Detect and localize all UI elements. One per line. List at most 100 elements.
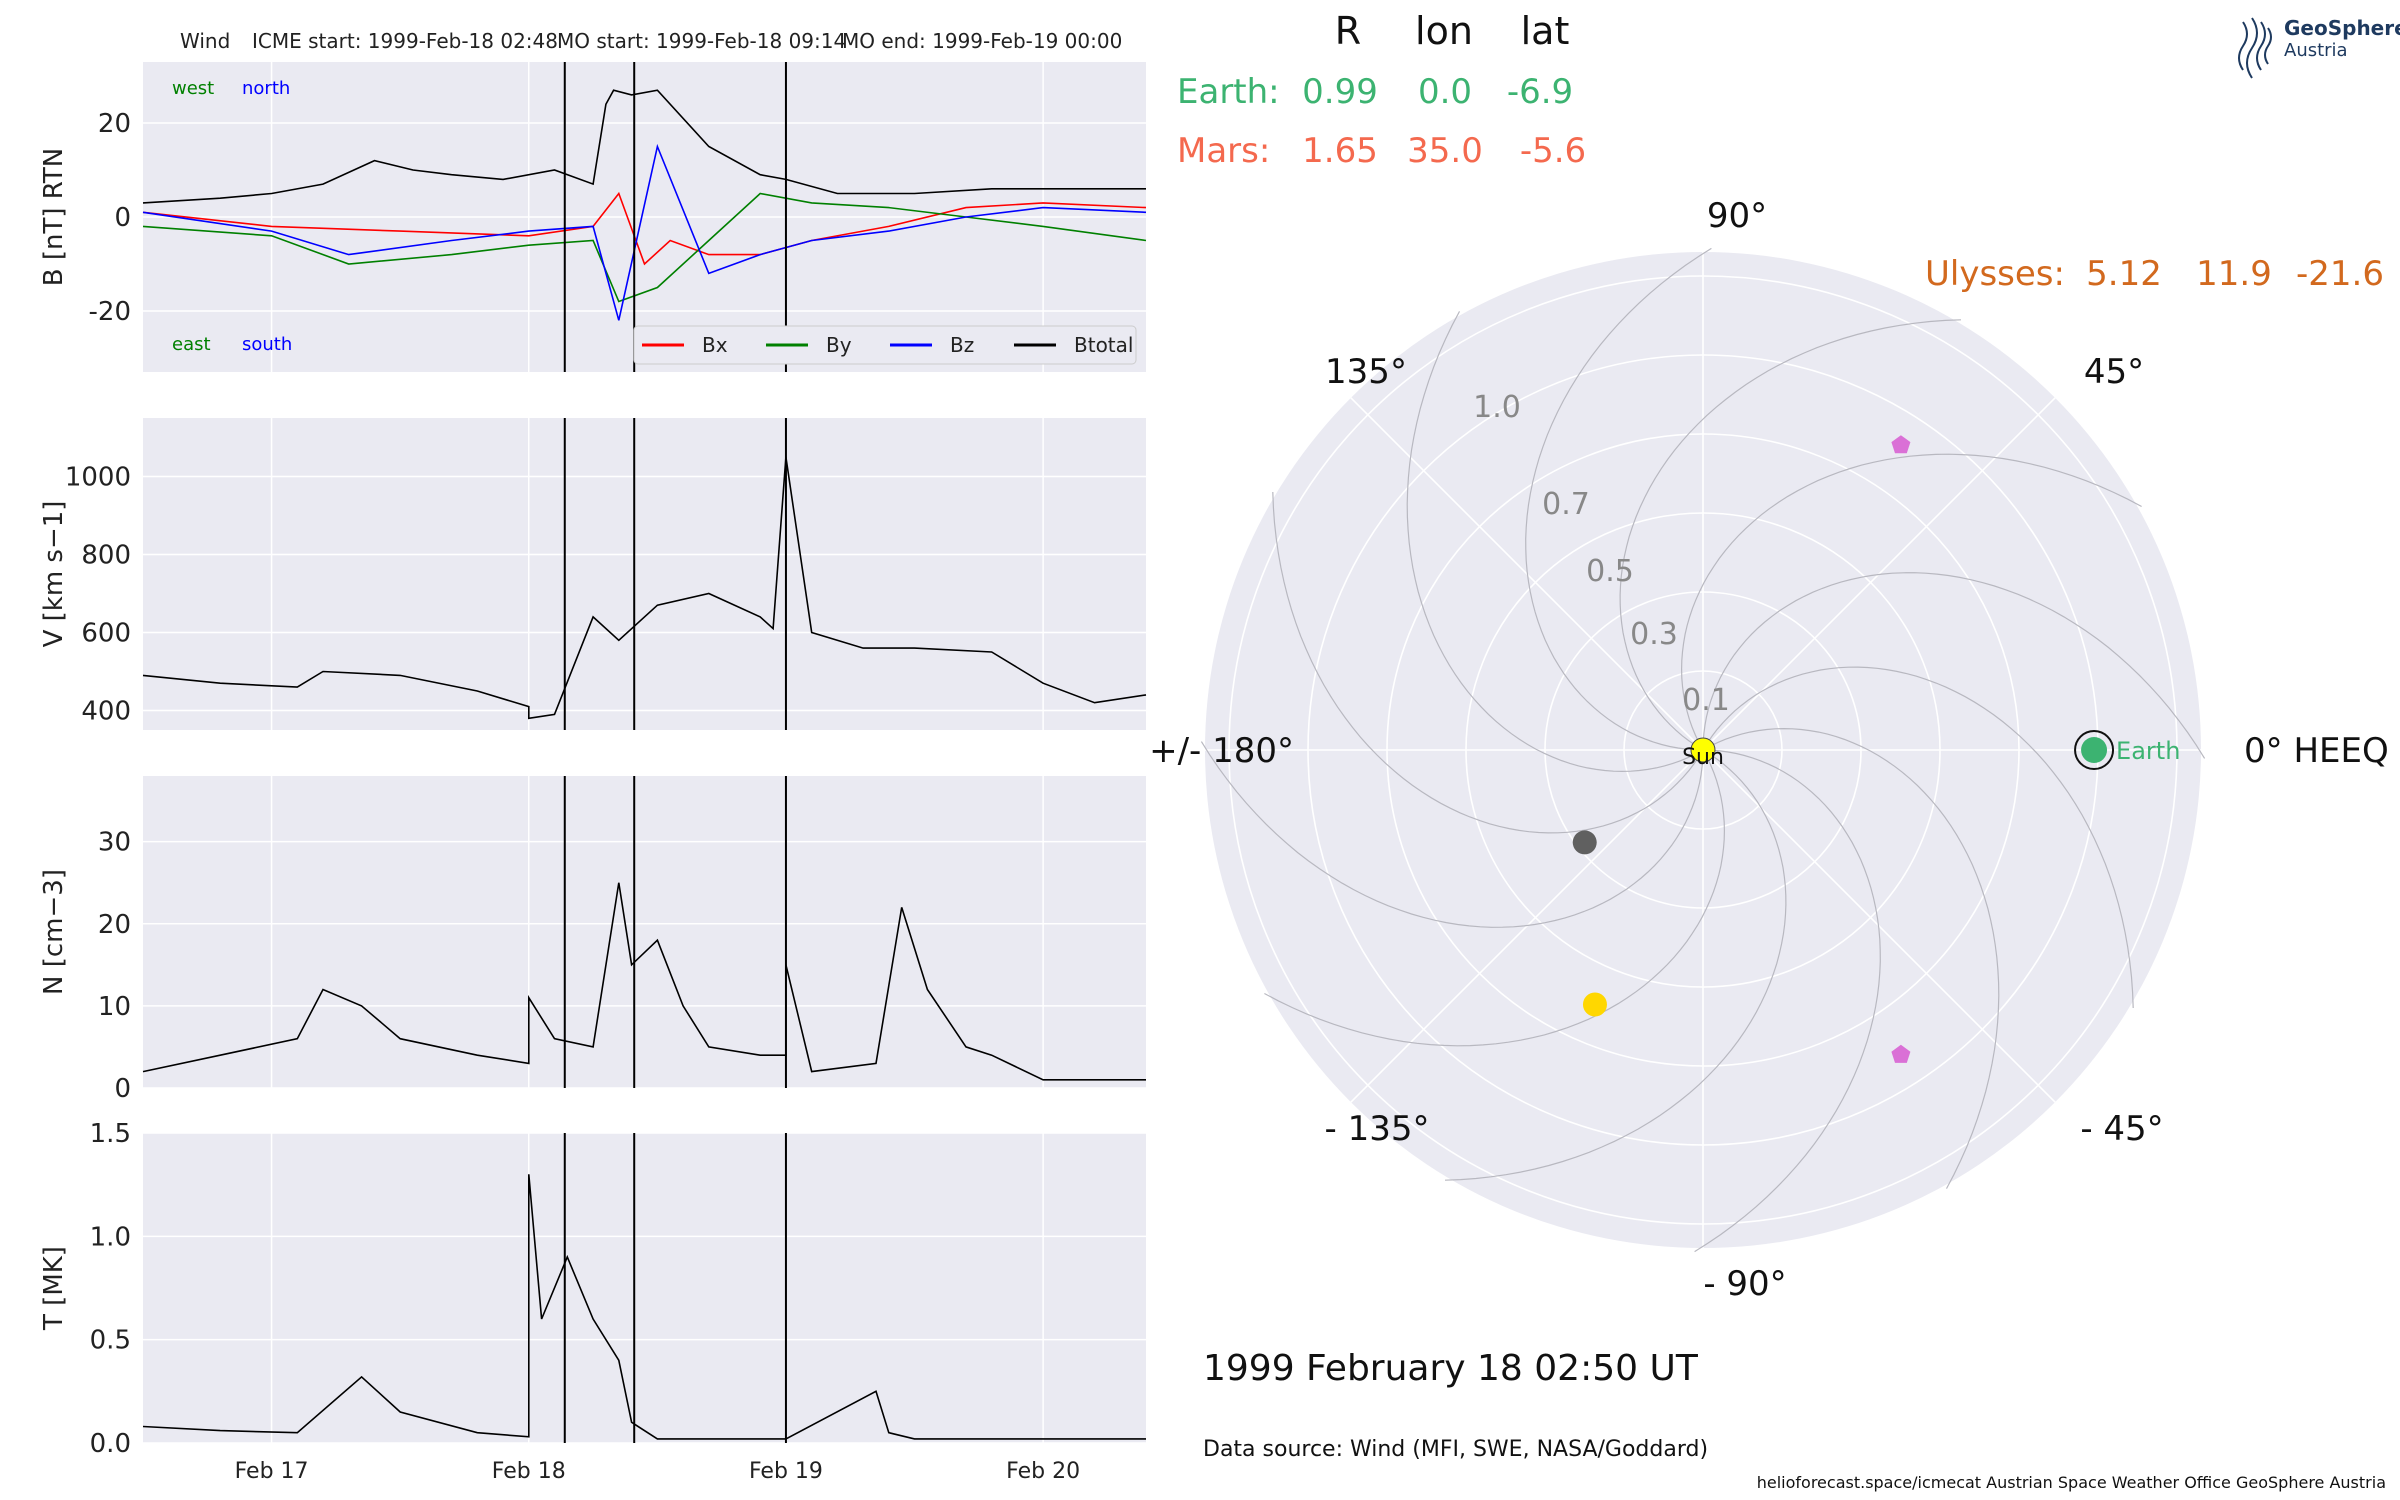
spiral-line <box>1272 491 1704 834</box>
planet-marker <box>1572 830 1597 855</box>
angle-label: - 45° <box>2080 1109 2163 1149</box>
y-axis-label: V [km s−1] <box>39 501 69 648</box>
spiral-line <box>1680 453 2142 751</box>
series-line-t <box>142 1174 1146 1440</box>
radius-label: 0.1 <box>1682 683 1730 718</box>
x-tick-label: Feb 18 <box>492 1459 566 1484</box>
positions-table: R lon lat Earth: 0.99 0.0 -6.9 Mars: 1.6… <box>1177 9 2384 294</box>
earth-label: Earth <box>2116 737 2180 765</box>
series-line-btotal <box>142 89 1146 204</box>
y-axis-label: N [cm−3] <box>39 869 69 995</box>
earth-ring <box>2074 730 2115 770</box>
legend: Bx By Bz Btotal <box>633 325 1137 365</box>
panel-background <box>143 776 1146 1088</box>
radius-label: 0.7 <box>1542 487 1590 522</box>
sun-label: Sun <box>1682 745 1724 770</box>
series-line-by <box>142 192 1147 303</box>
annotation-north: north <box>242 78 290 99</box>
legend-box <box>633 325 1137 365</box>
x-tick-label: Feb 17 <box>235 1459 309 1484</box>
spiral-line <box>1525 247 1712 751</box>
legend-label-btotal: Btotal <box>1074 333 1133 357</box>
earth-lon: 0.0 <box>1418 72 1472 112</box>
data-source: Data source: Wind (MFI, SWE, NASA/Goddar… <box>1203 1437 1708 1462</box>
legend-label-bx: Bx <box>702 333 728 357</box>
spiral-line <box>1200 741 1704 928</box>
ulysses-lon: 11.9 <box>2196 254 2272 294</box>
mars-lon: 35.0 <box>1407 131 1483 171</box>
x-tick-label: Feb 19 <box>749 1459 823 1484</box>
radius-label: 0.3 <box>1630 617 1678 652</box>
panel-2: 400 600 800 1000 V [km s−1] <box>39 418 1147 730</box>
earth-label: Earth: <box>1177 72 1280 112</box>
logo-mark-icon <box>2238 17 2272 79</box>
annotation-south: south <box>242 334 292 355</box>
y-axis-label: T [MK] <box>39 1246 69 1331</box>
angle-label: - 135° <box>1325 1109 1430 1149</box>
mars-r: 1.65 <box>1302 131 1378 171</box>
polar-plot: 0.10.3 0.5 0.7 1.0 0° HEEQ 45° 90° 135° +/- 180°… <box>1149 196 2389 1304</box>
sun-marker <box>1690 737 1716 763</box>
y-tick-label: 0 <box>114 203 131 233</box>
legend-label-by: By <box>826 333 852 357</box>
series-line-n <box>142 882 1146 1081</box>
earth-lat: -6.9 <box>1507 72 1573 112</box>
spiral-line <box>1444 749 1787 1181</box>
series-line-bz <box>142 143 1147 321</box>
spiral-line <box>1702 572 2206 759</box>
footer-credits: helioforecast.space/icmecat Austrian Spa… <box>1757 1473 2386 1492</box>
angle-label: - 90° <box>1703 1264 1786 1304</box>
ulysses-r: 5.12 <box>2086 254 2162 294</box>
ulysses-lat: -21.6 <box>2296 254 2384 294</box>
spiral-line <box>1694 749 1881 1253</box>
panel-background <box>143 418 1146 730</box>
spacecraft-name: Wind <box>180 29 230 53</box>
mo-start: MO start: 1999-Feb-18 09:14 <box>557 29 846 53</box>
col-header-lat: lat <box>1521 9 1570 53</box>
col-header-r: R <box>1335 9 1361 53</box>
y-tick-label: 1.0 <box>90 1222 131 1252</box>
angle-label: +/- 180° <box>1149 731 1294 771</box>
legend-label-bz: Bz <box>950 333 974 357</box>
y-tick-label: 30 <box>98 828 131 858</box>
col-header-lon: lon <box>1415 9 1473 53</box>
y-tick-label: 800 <box>81 541 131 571</box>
planet-marker <box>1582 992 1607 1017</box>
y-axis-label: B [nT] RTN <box>39 148 69 287</box>
y-tick-label: 0.0 <box>90 1429 131 1459</box>
annotation-west: west <box>172 78 214 99</box>
pentagon-marker <box>1891 1044 1911 1063</box>
earth-marker <box>2081 737 2108 763</box>
logo-line2: Austria <box>2284 40 2348 61</box>
pentagon-marker <box>1891 435 1911 454</box>
date-label: 1999 February 18 02:50 UT <box>1203 1348 1699 1389</box>
timeseries-panels: -20 0 20 B [nT] RTN west north east south Bx By Bz… <box>39 62 1147 1484</box>
angle-label: 135° <box>1325 352 1407 392</box>
radius-label: 1.0 <box>1473 390 1521 425</box>
series-line-v <box>142 456 1147 720</box>
radius-label: 0.5 <box>1586 554 1634 589</box>
y-tick-label: 1000 <box>65 463 131 493</box>
spiral-line <box>1406 311 1704 773</box>
ulysses-label: Ulysses: <box>1925 254 2065 294</box>
y-tick-label: -20 <box>89 297 131 327</box>
logo-line1: GeoSphere <box>2284 16 2400 40</box>
y-tick-label: 600 <box>81 619 131 649</box>
y-tick-label: 1.5 <box>90 1119 131 1149</box>
annotation-east: east <box>172 334 211 355</box>
panel-1: -20 0 20 B [nT] RTN west north east south Bx By Bz… <box>39 62 1147 372</box>
panel-4: 0.0 0.5 1.0 1.5 T [MK] Feb 17 Feb 18 Feb 19 Feb … <box>39 1119 1146 1484</box>
icme-start: ICME start: 1999-Feb-18 02:48 <box>252 29 558 53</box>
angle-label: 0° HEEQ <box>2244 731 2389 771</box>
spiral-line <box>1619 319 1962 751</box>
panel-background <box>143 1133 1146 1443</box>
spiral-line <box>1702 666 2134 1009</box>
y-tick-label: 20 <box>98 109 131 139</box>
mars-lat: -5.6 <box>1520 131 1586 171</box>
mo-end: MO end: 1999-Feb-19 00:00 <box>842 29 1122 53</box>
y-tick-label: 0.5 <box>90 1326 131 1356</box>
y-tick-label: 10 <box>98 992 131 1022</box>
spiral-line <box>1264 749 1726 1047</box>
y-tick-label: 20 <box>98 910 131 940</box>
